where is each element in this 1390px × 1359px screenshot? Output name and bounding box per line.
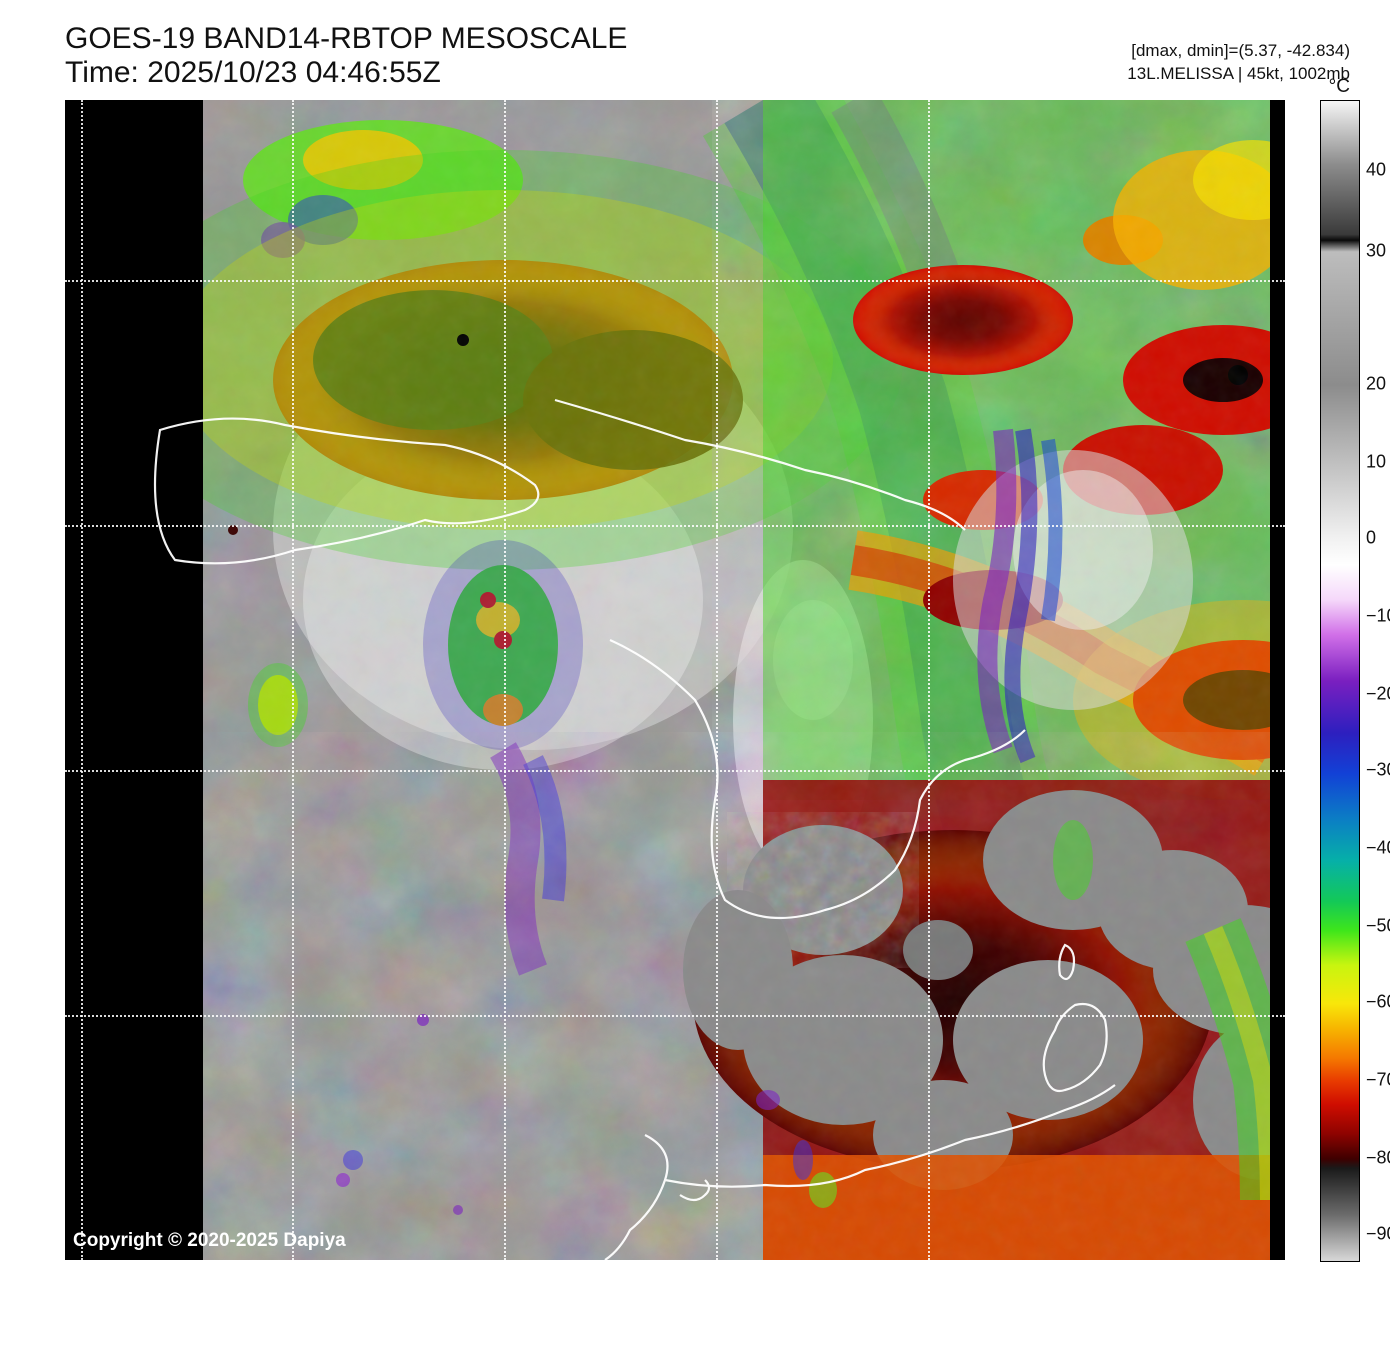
colorbar-tick-minus10: −10 [1366, 606, 1390, 627]
colorbar-tick-minus40: −40 [1366, 838, 1390, 859]
colorbar-tick-minus50: −50 [1366, 915, 1390, 936]
colorbar-tick-20: 20 [1366, 374, 1386, 395]
colorbar-legend[interactable]: 40 30 20 10 0 −10 −20 −30 −40 −50 −60 −70 −80 −90 [1320, 100, 1390, 1260]
gridline-16N [65, 525, 1285, 527]
colorbar-tick-0: 0 [1366, 528, 1376, 549]
colorbar-tick-minus90: −90 [1366, 1224, 1390, 1245]
storm-info-label: 13L.MELISSA | 45kt, 1002mb [1127, 63, 1350, 86]
title-line-1: GOES-19 BAND14-RBTOP MESOSCALE [65, 22, 627, 56]
colorbar-tick-10: 10 [1366, 451, 1386, 472]
satellite-map-content: Copyright © 2020-2025 Dapiya [65, 100, 1285, 1260]
colorbar-tick-minus30: −30 [1366, 760, 1390, 781]
colorbar-gradient-strip [1320, 100, 1360, 1262]
gridline-18N [65, 280, 1285, 282]
gridline-72W [716, 100, 718, 1260]
colorbar-tick-minus60: −60 [1366, 992, 1390, 1013]
copyright-label: Copyright © 2020-2025 Dapiya [73, 1230, 346, 1252]
colorbar-tick-30: 30 [1366, 240, 1386, 261]
dmax-dmin-label: [dmax, dmin]=(5.37, -42.834) [1127, 40, 1350, 63]
colorbar-tick-minus20: −20 [1366, 683, 1390, 704]
gridline-78W [81, 100, 83, 1260]
colorbar-tick-minus70: −70 [1366, 1070, 1390, 1091]
satellite-map-app: GOES-19 BAND14-RBTOP MESOSCALE Time: 202… [0, 0, 1390, 1359]
gridline-76W [292, 100, 294, 1260]
gridline-74W [504, 100, 506, 1260]
gridline-14N [65, 770, 1285, 772]
left-black-margin [65, 100, 203, 1260]
gridline-12N [65, 1015, 1285, 1017]
ir-imagery-canvas [203, 100, 1270, 1260]
unit-label: °C [1329, 76, 1350, 98]
satellite-map-frame[interactable]: Copyright © 2020-2025 Dapiya 18°N 16°N 1… [65, 100, 1285, 1260]
gridline-70W [928, 100, 930, 1260]
header-subinfo: [dmax, dmin]=(5.37, -42.834) 13L.MELISSA… [1127, 40, 1350, 86]
page-title: GOES-19 BAND14-RBTOP MESOSCALE Time: 202… [65, 22, 627, 90]
title-line-2: Time: 2025/10/23 04:46:55Z [65, 56, 627, 90]
right-black-margin [1270, 100, 1285, 1260]
colorbar-tick-40: 40 [1366, 159, 1386, 180]
colorbar-tick-minus80: −80 [1366, 1147, 1390, 1168]
